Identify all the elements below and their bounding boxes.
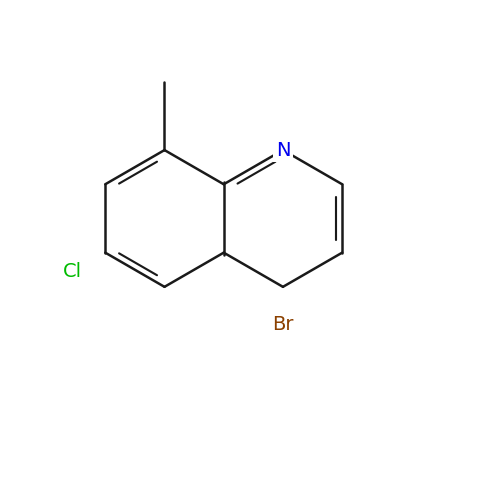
Text: Cl: Cl [63, 262, 82, 281]
Text: Br: Br [272, 315, 294, 334]
Text: N: N [276, 140, 290, 160]
